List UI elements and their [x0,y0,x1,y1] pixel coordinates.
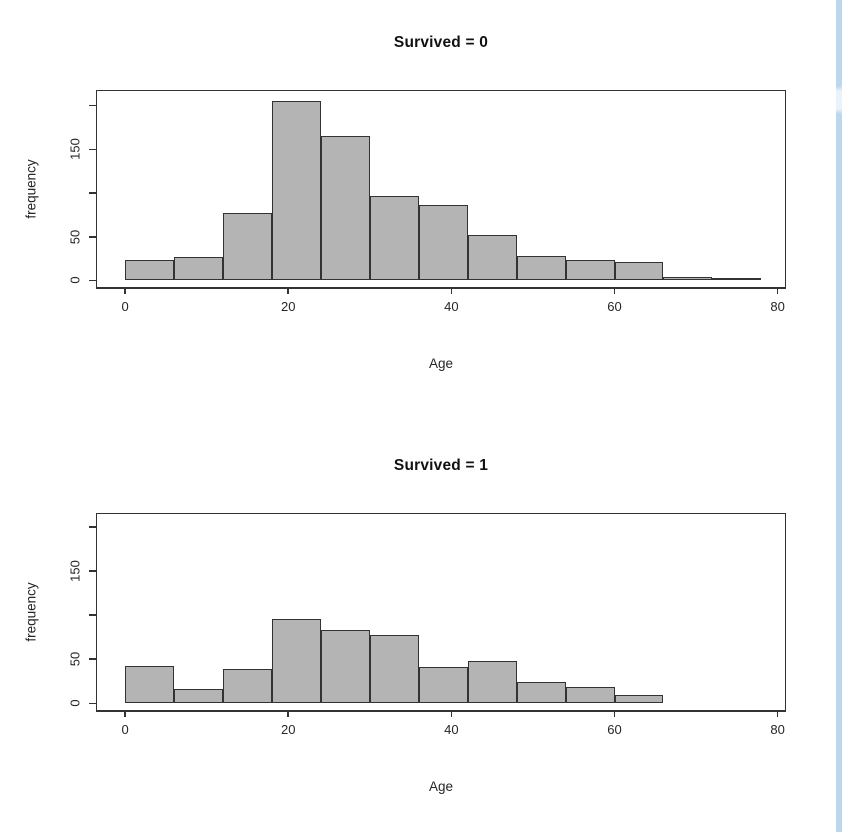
histogram-bar [125,260,175,281]
x-axis-tick [613,287,616,294]
histogram-survived-0: Survived = 0 frequency 0 20 40 60 80 0 50 150 A… [0,0,842,409]
x-axis-tick [613,710,616,717]
x-tick-label: 60 [607,299,622,314]
histogram-bar [418,667,468,704]
histogram-bar [223,213,272,281]
histogram-bar [565,686,615,704]
x-tick-label: 80 [770,299,785,314]
y-tick-label: 0 [67,276,83,284]
x-tick-label: 0 [121,299,129,314]
x-axis-label: Age [428,779,454,794]
x-axis-label: Age [428,356,454,371]
x-tick-label: 80 [770,722,785,737]
x-axis-tick [776,710,779,717]
y-tick-label: 150 [67,560,83,582]
x-axis-tick [450,710,453,717]
histogram-survived-1: Survived = 1 frequency 0 20 40 60 80 0 50 150 A… [0,423,842,832]
x-axis-tick [287,710,290,717]
y-axis-tick [88,148,96,151]
y-axis-tick [88,702,96,705]
histogram-bar [516,255,566,281]
x-tick-label: 60 [607,722,622,737]
x-tick-label: 20 [281,299,296,314]
histogram-bar [125,666,175,704]
histogram-bar [271,101,321,281]
histogram-bar [223,668,272,704]
scrollbar-track[interactable] [836,0,842,832]
y-tick-label: 0 [67,699,83,707]
y-axis-tick [88,525,96,528]
x-axis-tick [124,710,126,717]
y-axis-label: frequency [23,582,39,642]
chart-title: Survived = 0 [393,34,489,51]
histogram-bar [320,136,370,281]
x-axis-tick [287,287,290,294]
histogram-bar [418,205,468,281]
y-axis-tick [88,104,96,107]
y-axis-tick [88,614,96,616]
histogram-bar [467,660,517,704]
histogram-bar [369,195,419,281]
y-axis-tick [88,658,96,660]
y-tick-label: 50 [67,229,83,244]
x-tick-label: 0 [121,722,129,737]
histogram-bar [467,234,517,281]
x-tick-label: 40 [444,722,459,737]
histogram-bar [712,278,762,281]
histogram-bar [174,689,224,704]
histogram-bar [565,260,615,281]
y-axis-tick [88,192,96,194]
x-tick-label: 40 [444,299,459,314]
histogram-bar [614,262,664,281]
x-axis-tick [124,287,126,294]
x-tick-label: 20 [281,722,296,737]
histogram-bar [369,635,419,704]
y-axis-tick [88,279,96,282]
histogram-bar [614,695,664,704]
chart-title: Survived = 1 [393,457,489,474]
histogram-bar [663,276,713,281]
x-axis-tick [776,287,779,294]
histogram-bar [320,630,370,704]
histogram-bar [271,619,321,704]
y-tick-label: 50 [67,651,83,667]
plot-area: frequency 0 20 40 60 80 0 50 150 [24,513,786,737]
y-axis-tick [88,570,96,572]
x-axis-tick [450,287,453,294]
histogram-bar [516,682,566,704]
plot-area: frequency 0 20 40 60 80 0 50 150 [24,90,786,314]
y-tick-label: 150 [67,138,83,161]
histogram-bar [174,256,224,281]
y-axis-label: frequency [23,159,39,219]
y-axis-tick [88,235,96,238]
